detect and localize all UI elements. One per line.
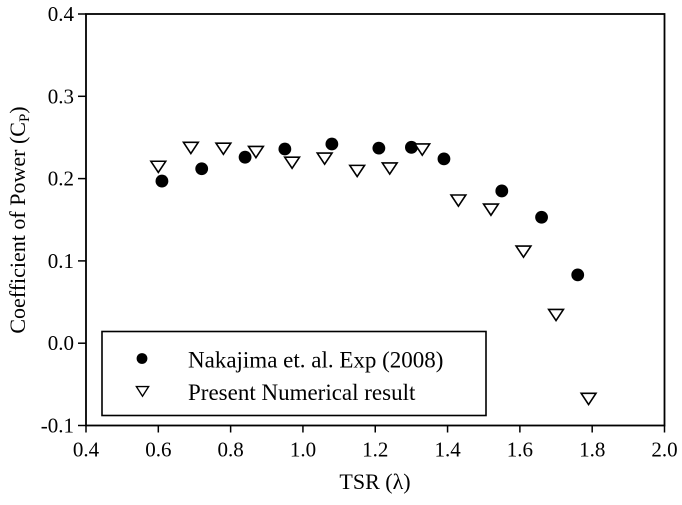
data-point-numerical <box>181 141 200 155</box>
y-axis-ticks: 0.4 0.3 0.2 0.1 0.0 -0.1 <box>41 2 86 438</box>
y-tick-label: 0.0 <box>48 331 74 355</box>
data-points <box>149 137 598 406</box>
y-axis-label: Coefficient of Power (CP) <box>5 106 33 333</box>
data-point-experiment <box>278 142 292 156</box>
data-point-experiment <box>155 174 169 188</box>
data-point-numerical <box>449 194 468 208</box>
legend-box <box>101 330 487 417</box>
data-point-experiment <box>405 140 418 154</box>
legend-entry-numerical: Present Numerical result <box>188 380 416 405</box>
x-tick-label: 0.8 <box>218 438 244 462</box>
data-point-numerical <box>315 152 334 166</box>
y-tick-label: 0.1 <box>48 249 74 273</box>
data-point-numerical <box>214 142 233 156</box>
data-point-experiment <box>535 210 548 224</box>
data-point-numerical <box>380 162 399 176</box>
x-tick-label: 0.4 <box>73 438 100 462</box>
data-point-numerical <box>348 164 367 179</box>
data-point-numerical <box>514 245 533 259</box>
data-point-experiment <box>437 152 451 166</box>
data-point-numerical <box>482 203 500 217</box>
y-tick-label: 0.4 <box>48 2 75 26</box>
x-tick-label: 1.8 <box>579 438 605 462</box>
x-tick-label: 1.2 <box>362 438 388 462</box>
legend-filled-circle-icon <box>136 353 148 364</box>
data-point-experiment <box>238 150 252 164</box>
y-tick-label: 0.2 <box>48 167 74 191</box>
x-tick-label: 1.6 <box>507 438 533 462</box>
data-point-numerical <box>579 392 598 406</box>
x-tick-label: 1.4 <box>434 438 461 462</box>
y-tick-label: -0.1 <box>41 414 74 438</box>
data-point-numerical <box>149 160 168 174</box>
data-point-numerical <box>283 156 301 170</box>
x-axis-ticks: 0.4 0.6 0.8 1.0 1.2 1.4 1.6 1.8 2.0 <box>73 425 678 462</box>
legend: Nakajima et. al. Exp (2008) Present Nume… <box>101 330 487 417</box>
y-tick-label: 0.3 <box>48 84 74 108</box>
data-point-experiment <box>325 137 339 151</box>
x-axis-label: TSR (λ) <box>339 469 410 494</box>
legend-open-triangle-icon <box>135 385 150 398</box>
legend-entry-experiment: Nakajima et. al. Exp (2008) <box>188 348 443 373</box>
data-point-experiment <box>495 184 509 198</box>
x-tick-label: 0.6 <box>145 438 171 462</box>
data-point-experiment <box>195 162 209 176</box>
data-point-experiment <box>571 268 585 282</box>
data-point-numerical <box>413 143 432 157</box>
data-point-experiment <box>372 141 386 155</box>
data-point-numerical <box>547 308 565 323</box>
data-point-numerical <box>247 145 265 160</box>
x-tick-label: 2.0 <box>651 438 677 462</box>
x-tick-label: 1.0 <box>290 438 316 462</box>
